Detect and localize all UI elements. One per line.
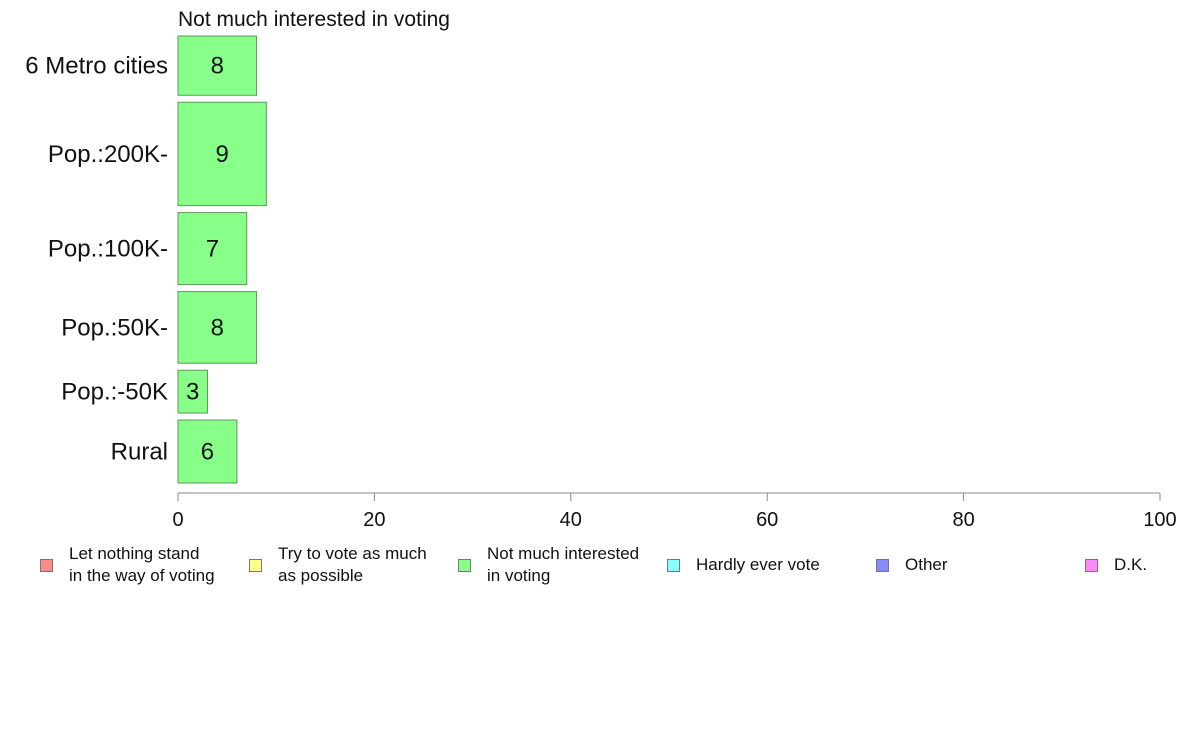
category-label: Pop.:100K- xyxy=(48,236,168,263)
legend-item-let-nothing-stand: Let nothing stand in the way of voting xyxy=(40,543,215,587)
legend-label: Not much interested in voting xyxy=(487,544,640,585)
legend-swatch xyxy=(667,558,680,572)
bar-value-label: 6 xyxy=(201,439,214,466)
legend: Let nothing stand in the way of voting T… xyxy=(0,543,1188,593)
legend-item-dk: D.K. xyxy=(1085,543,1147,587)
x-tick-label: 80 xyxy=(952,509,974,531)
legend-label: D.K. xyxy=(1114,555,1148,574)
category-label: 6 Metro cities xyxy=(25,53,168,80)
bar-value-label: 8 xyxy=(211,53,224,80)
legend-item-hardly-ever-vote: Hardly ever vote xyxy=(667,543,820,587)
legend-label: Hardly ever vote xyxy=(696,555,820,574)
legend-label: Let nothing stand in the way of voting xyxy=(69,544,215,585)
bar-value-label: 7 xyxy=(206,236,219,263)
category-label: Rural xyxy=(111,439,168,466)
category-label: Pop.:200K- xyxy=(48,141,168,168)
category-label: Pop.:50K- xyxy=(61,314,168,341)
legend-swatch xyxy=(249,558,262,572)
bar xyxy=(177,369,208,414)
x-tick-label: 20 xyxy=(363,509,385,531)
legend-swatch xyxy=(40,558,53,572)
legend-item-try-to-vote: Try to vote as much as possible xyxy=(249,543,427,587)
bar-value-label: 9 xyxy=(216,141,229,168)
legend-swatch xyxy=(1085,558,1098,572)
x-axis: 0 20 40 60 80 100 xyxy=(172,492,1177,531)
category-label: Pop.:-50K xyxy=(61,379,168,406)
x-tick-label: 0 xyxy=(172,509,183,531)
legend-item-other: Other xyxy=(876,543,948,587)
legend-swatch xyxy=(876,558,889,572)
bar xyxy=(177,291,258,364)
chart-title: Not much interested in voting xyxy=(178,8,450,31)
legend-item-not-much-interested: Not much interested in voting xyxy=(458,543,639,587)
bar-value-label: 8 xyxy=(211,314,224,341)
x-tick-label: 60 xyxy=(756,509,778,531)
bar xyxy=(177,101,267,207)
legend-label: Try to vote as much as possible xyxy=(278,544,427,585)
legend-swatch xyxy=(458,558,471,572)
bars-layer: 8 6 Metro cities 9 Pop.:200K- 7 Pop.:100K- 8 Po… xyxy=(25,35,267,484)
bar xyxy=(177,212,248,286)
x-tick-label: 100 xyxy=(1143,509,1176,531)
bar-value-label: 3 xyxy=(186,379,199,406)
bar xyxy=(177,419,238,484)
x-tick-label: 40 xyxy=(560,509,582,531)
bar xyxy=(177,35,258,96)
legend-label: Other xyxy=(905,555,948,574)
